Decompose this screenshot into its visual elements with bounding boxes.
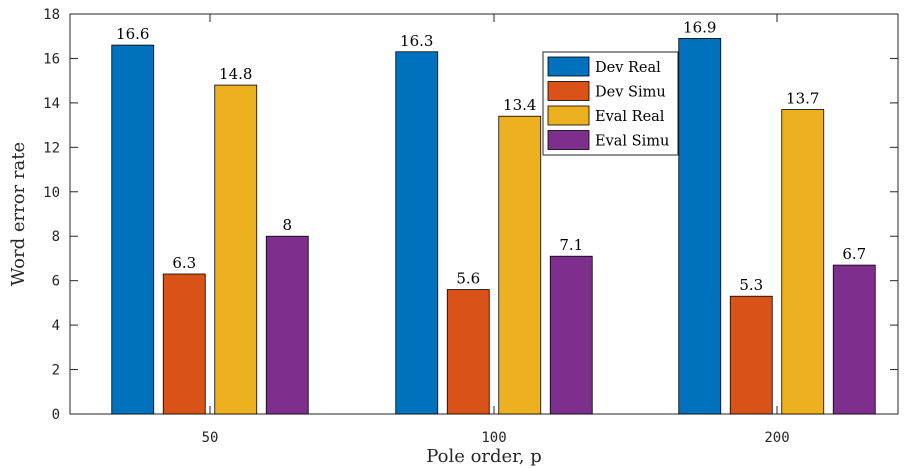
data-label-50-3: 8 — [282, 216, 292, 234]
data-labels-layer: 16.6 6.3 14.8 8 16.3 5.6 13.4 7.1 16.9 5.3 13.7 6.7 — [116, 18, 866, 294]
y-tick-label: 18 — [43, 7, 60, 23]
x-tick-label: 200 — [764, 430, 789, 446]
legend-swatch-1 — [547, 81, 590, 101]
legend-swatch-2 — [547, 105, 590, 126]
bar-200-3 — [832, 264, 876, 415]
data-label-100-1: 5.6 — [456, 270, 480, 288]
data-label-200-3: 6.7 — [842, 245, 866, 263]
legend-label-2: Eval Real — [595, 109, 665, 125]
data-label-50-2: 14.8 — [219, 65, 252, 83]
bar-100-2 — [498, 115, 542, 415]
y-tick-label: 2 — [52, 363, 60, 379]
y-axis-title: Word error rate — [8, 142, 29, 286]
y-axis: 0 2 4 6 8 10 12 14 16 18 — [43, 7, 898, 423]
x-tick-label: 100 — [481, 430, 506, 446]
legend-swatch-3 — [547, 130, 590, 150]
legend: Dev Real Dev Simu Eval Real Eval Simu — [542, 51, 679, 156]
data-label-200-1: 5.3 — [739, 276, 763, 294]
bar-100-0 — [395, 51, 439, 415]
x-tick-label: 50 — [202, 430, 219, 446]
bar-50-0 — [111, 44, 155, 415]
legend-label-3: Eval Simu — [595, 134, 669, 150]
y-tick-label: 14 — [43, 96, 60, 112]
bar-50-2 — [214, 84, 258, 415]
data-label-200-2: 13.7 — [786, 90, 819, 108]
y-tick-label: 16 — [43, 51, 60, 67]
bar-200-2 — [781, 109, 825, 415]
data-label-50-1: 6.3 — [172, 254, 196, 272]
x-axis: 50 100 200 — [202, 14, 790, 446]
bar-100-1 — [446, 289, 490, 415]
legend-swatch-0 — [547, 56, 590, 77]
legend-label-0: Dev Real — [595, 60, 661, 76]
bar-50-3 — [265, 235, 309, 415]
data-label-100-2: 13.4 — [503, 96, 536, 114]
bars-layer — [111, 38, 876, 415]
y-tick-label: 10 — [43, 185, 60, 201]
bar-200-0 — [678, 38, 722, 415]
bar-200-1 — [729, 295, 773, 415]
data-label-200-0: 16.9 — [683, 18, 716, 36]
data-label-100-3: 7.1 — [559, 236, 583, 254]
bar-50-1 — [162, 273, 206, 415]
y-tick-label: 4 — [52, 318, 60, 334]
y-tick-label: 8 — [52, 229, 60, 245]
y-tick-label: 6 — [52, 274, 60, 290]
bar-100-3 — [549, 255, 593, 415]
x-axis-title: Pole order, p — [426, 446, 542, 467]
y-tick-label: 0 — [52, 407, 60, 423]
legend-label-1: Dev Simu — [595, 85, 666, 101]
y-tick-label: 12 — [43, 140, 60, 156]
data-label-100-0: 16.3 — [400, 32, 433, 50]
data-label-50-0: 16.6 — [116, 25, 149, 43]
